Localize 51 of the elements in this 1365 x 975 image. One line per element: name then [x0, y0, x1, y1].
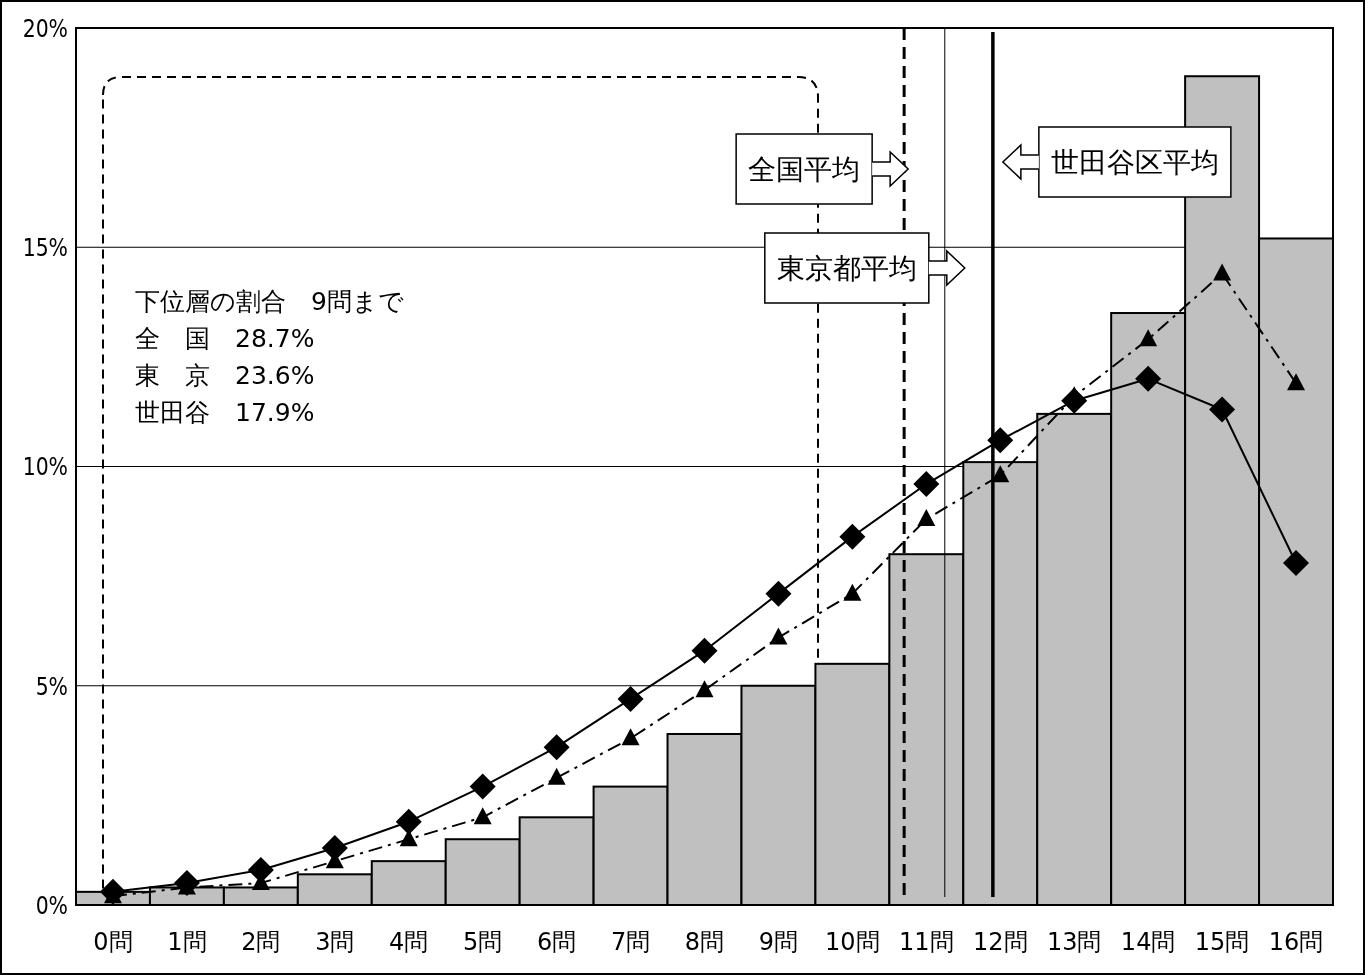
point [469, 773, 496, 800]
x-tick-label: 6問 [536, 928, 577, 956]
annotation: 下位層の割合 9問まで [135, 287, 404, 316]
annotation: 世田谷 17.9% [135, 398, 315, 427]
y-tick-label: 10% [22, 452, 68, 481]
point [1283, 549, 1310, 576]
x-tick-label: 3問 [315, 928, 355, 956]
annotation: 東 京 23.6% [135, 361, 315, 390]
x-tick-label: 0問 [93, 928, 133, 956]
point [987, 427, 1014, 454]
point [1287, 373, 1306, 391]
point [395, 808, 422, 835]
point [691, 637, 718, 664]
x-tick-label: 7問 [610, 928, 651, 956]
x-tick-label: 4問 [389, 928, 429, 956]
point [839, 523, 866, 550]
point [913, 471, 940, 498]
x-tick-label: 5問 [463, 928, 503, 956]
point [695, 680, 714, 698]
y-tick-label: 5% [35, 672, 68, 701]
x-tick-label: 16問 [1268, 928, 1324, 956]
point [843, 583, 862, 601]
point [621, 728, 640, 746]
point [617, 685, 644, 712]
x-tick-label: 13問 [1046, 928, 1102, 956]
point [543, 734, 570, 761]
annotation: 全 国 28.7% [135, 324, 315, 353]
point [1135, 365, 1162, 392]
x-tick-label: 15問 [1194, 928, 1250, 956]
point [765, 580, 792, 607]
point [1213, 263, 1232, 281]
y-tick-label: 0% [35, 891, 68, 920]
x-tick-label: 9問 [758, 928, 799, 956]
x-tick-label: 2問 [241, 928, 281, 956]
point [1139, 329, 1158, 347]
ref-line-label: 世田谷区平均 [1050, 146, 1219, 179]
x-tick-label: 11問 [899, 928, 954, 956]
ref-line-label: 東京都平均 [776, 252, 917, 285]
point [547, 767, 566, 785]
x-tick-label: 10問 [825, 928, 880, 956]
y-tick-label: 20% [22, 14, 68, 43]
x-tick-label: 14問 [1120, 928, 1176, 956]
y-tick-label: 15% [22, 233, 68, 262]
x-tick-label: 1問 [167, 928, 207, 956]
ref-line-label: 全国平均 [748, 153, 861, 186]
x-tick-label: 8問 [684, 928, 725, 956]
x-tick-label: 12問 [972, 928, 1028, 956]
point [769, 627, 788, 645]
point [917, 509, 936, 527]
point [1209, 396, 1236, 423]
point [473, 807, 492, 825]
